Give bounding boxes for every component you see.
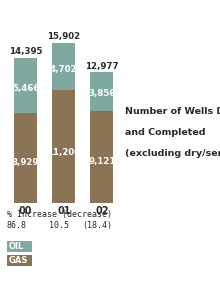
Text: 12,977: 12,977	[85, 62, 119, 71]
Text: 10.5: 10.5	[50, 221, 69, 230]
Text: Number of Wells Drilled: Number of Wells Drilled	[125, 107, 220, 116]
Bar	[90, 72, 113, 111]
Text: 86.8: 86.8	[7, 221, 27, 230]
Text: and Completed: and Completed	[125, 128, 206, 137]
Text: (excluding dry/service): (excluding dry/service)	[125, 149, 220, 158]
Text: GAS: GAS	[8, 256, 28, 265]
Bar	[52, 43, 75, 90]
Text: % Increase (decrease): % Increase (decrease)	[7, 210, 112, 219]
Text: 3,856: 3,856	[88, 89, 116, 98]
Bar	[52, 90, 75, 203]
Text: 5,466: 5,466	[12, 84, 39, 93]
Text: 14,395: 14,395	[9, 47, 42, 56]
Text: 15,902: 15,902	[47, 32, 80, 41]
Text: (18.4): (18.4)	[82, 221, 113, 230]
Text: 4,702: 4,702	[50, 65, 78, 74]
Bar	[14, 113, 37, 203]
Text: 8,929: 8,929	[12, 158, 39, 167]
Text: OIL: OIL	[8, 242, 24, 251]
Bar	[14, 58, 37, 113]
Text: 11,200: 11,200	[47, 148, 80, 157]
Text: 9,121: 9,121	[88, 157, 116, 166]
Bar	[90, 111, 113, 203]
